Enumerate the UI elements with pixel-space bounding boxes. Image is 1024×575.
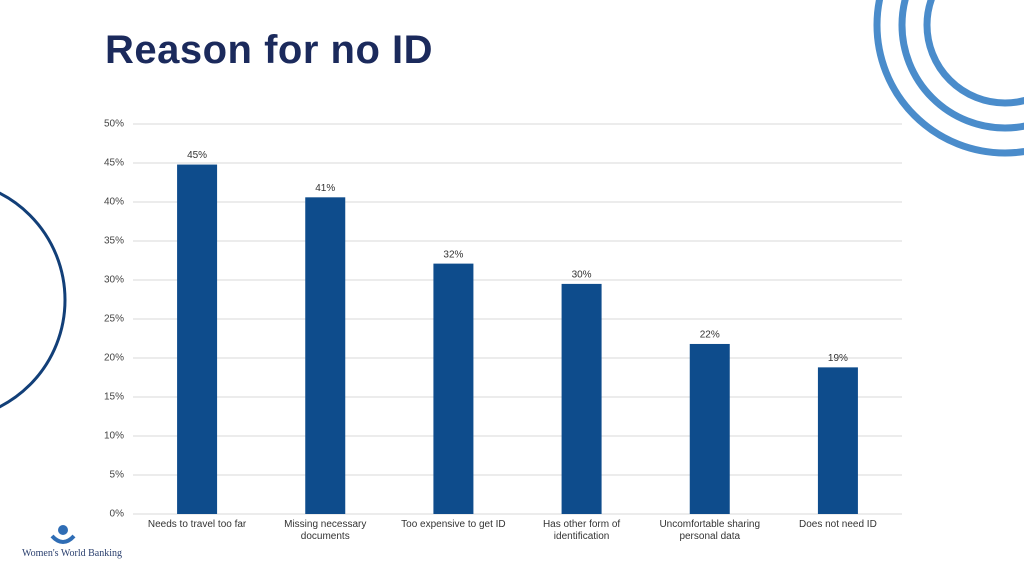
logo-icon	[50, 525, 76, 544]
value-label: 30%	[572, 270, 592, 281]
bar	[433, 263, 474, 514]
bar	[689, 343, 730, 514]
value-label: 19%	[828, 353, 848, 364]
y-tick-label: 50%	[104, 119, 124, 130]
value-label: 32%	[443, 249, 463, 260]
y-tick-label: 10%	[104, 431, 124, 442]
y-tick-label: 35%	[104, 236, 124, 247]
y-tick-label: 30%	[104, 275, 124, 286]
bar	[177, 164, 218, 514]
logo-text: Women's World Banking	[22, 548, 122, 559]
x-tick-label: Missing necessary documents	[284, 519, 367, 542]
x-tick-label: Uncomfortable sharing personal data	[659, 519, 761, 542]
bar	[561, 283, 602, 514]
y-tick-label: 25%	[104, 314, 124, 325]
x-tick-label: Does not need ID	[798, 519, 877, 530]
y-tick-label: 20%	[104, 353, 124, 364]
y-tick-label: 45%	[104, 158, 124, 169]
bar	[817, 367, 858, 514]
decoration	[0, 0, 1024, 409]
bar	[305, 197, 346, 514]
value-label: 22%	[700, 330, 720, 341]
value-label: 45%	[187, 150, 207, 161]
y-tick-label: 5%	[110, 470, 125, 481]
y-tick-label: 40%	[104, 197, 124, 208]
y-tick-label: 0%	[110, 509, 125, 520]
x-tick-label: Needs to travel too far	[147, 519, 247, 530]
x-tick-label: Too expensive to get ID	[401, 519, 506, 530]
x-tick-label: Has other form of identification	[542, 519, 621, 542]
chart-title: Reason for no ID	[105, 28, 434, 72]
y-tick-label: 15%	[104, 392, 124, 403]
value-label: 41%	[315, 183, 335, 194]
